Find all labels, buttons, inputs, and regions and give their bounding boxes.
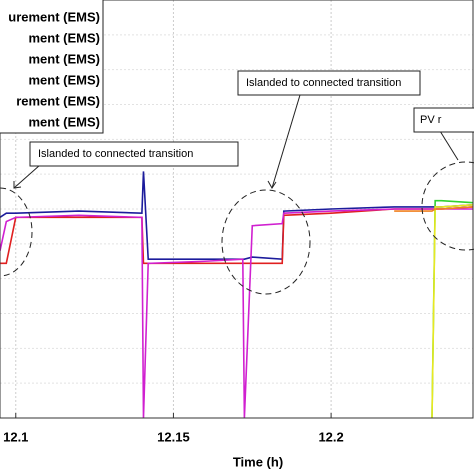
legend-label: ment (EMS): [29, 72, 101, 87]
arrow: [13, 164, 41, 189]
plot-area: [0, 0, 474, 419]
annotations: [0, 70, 474, 295]
legend-label: ment (EMS): [29, 30, 101, 45]
annotation-box: [29, 141, 239, 167]
arrow-head: [267, 180, 277, 189]
annotation: Islanded to connected transition: [246, 77, 401, 89]
arrow-head: [13, 181, 22, 189]
arrow: [439, 130, 459, 161]
x-tick-label: 12.2: [318, 429, 343, 444]
annotation-box: [237, 70, 421, 96]
annotation-box: [413, 107, 474, 133]
series-line: [431, 204, 474, 419]
highlight-circle: [221, 189, 311, 295]
legend-label: urement (EMS): [8, 9, 100, 24]
legend-label: ment (EMS): [29, 114, 101, 129]
legend-label: rement (EMS): [16, 93, 100, 108]
series-line: [0, 171, 474, 261]
plot-frame: [0, 0, 474, 419]
legend-box: [0, 0, 104, 134]
arrow: [271, 94, 301, 189]
x-tick-label: 12.15: [157, 429, 190, 444]
annotation: Islanded to connected transition: [38, 148, 193, 160]
legend: urement (EMS) ment (EMS) ment (EMS) ment (E…: [8, 9, 100, 129]
series-line: [431, 199, 474, 419]
highlight-circle: [0, 187, 33, 277]
annotation: PV r: [420, 114, 442, 126]
series-line: [394, 206, 474, 212]
x-axis-title: Time (h): [233, 454, 283, 469]
legend-label: ment (EMS): [29, 51, 101, 66]
x-tick-label: 12.1: [3, 429, 28, 444]
